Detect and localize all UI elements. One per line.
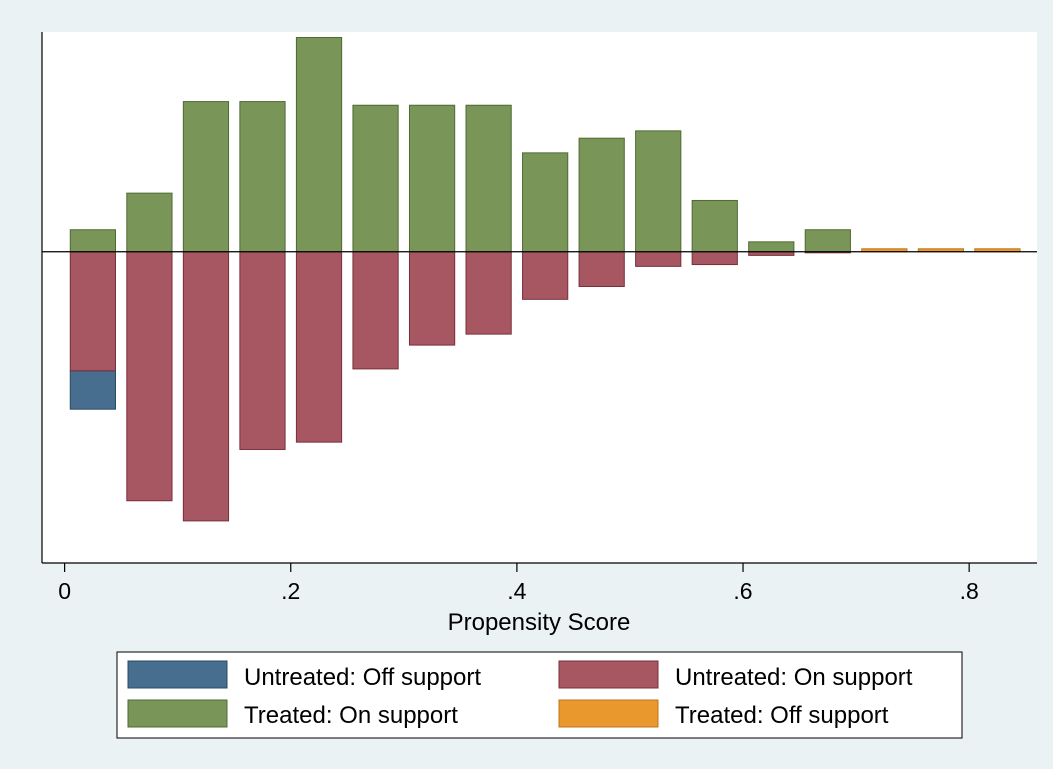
bar-treated-on-support-5 (352, 104, 399, 253)
bar-treated-on-support-8 (522, 152, 569, 253)
bar-untreated-on-support-0 (69, 251, 116, 372)
legend-label-treated-off-support: Treated: Off support (675, 702, 889, 729)
legend-swatch-untreated-off-support (127, 660, 228, 689)
bar-untreated-on-support-2 (182, 251, 230, 522)
bar-treated-on-support-9 (578, 137, 625, 253)
bar-untreated-on-support-4 (295, 251, 343, 443)
bar-untreated-on-support-8 (522, 251, 569, 300)
bar-treated-on-support-12 (748, 241, 795, 253)
bar-treated-on-support-2 (182, 101, 230, 253)
x-tick-label-3: .6 (733, 578, 752, 604)
bar-untreated-on-support-5 (352, 251, 399, 370)
bar-treated-on-support-0 (69, 229, 116, 253)
bar-untreated-on-support-10 (635, 251, 682, 267)
bar-untreated-on-support-3 (239, 251, 286, 450)
legend-label-untreated-off-support: Untreated: Off support (244, 664, 481, 691)
bar-treated-on-support-3 (239, 101, 286, 253)
legend-swatch-treated-on-support (127, 699, 228, 728)
legend-label-treated-on-support: Treated: On support (244, 702, 458, 729)
bar-treated-on-support-4 (295, 36, 343, 253)
bar-untreated-off-support-0 (69, 370, 116, 410)
bar-treated-on-support-6 (408, 104, 456, 253)
x-tick-label-2: .4 (507, 578, 526, 604)
bar-untreated-on-support-1 (126, 251, 173, 502)
legend-swatch-treated-off-support (558, 699, 659, 728)
bar-treated-on-support-7 (465, 104, 512, 253)
x-axis-ticks: 0 .2 .4 .6 .8 (58, 563, 979, 604)
legend-box (116, 651, 963, 739)
bar-treated-on-support-11 (691, 199, 738, 253)
x-tick-label-4: .8 (960, 578, 979, 604)
bar-treated-on-support-10 (635, 130, 682, 253)
legend: Untreated: Off support Untreated: On sup… (116, 651, 963, 739)
x-tick-label-1: .2 (281, 578, 300, 604)
bar-untreated-on-support-9 (578, 251, 625, 288)
bar-untreated-on-support-6 (408, 251, 456, 346)
x-axis-title: Propensity Score (448, 609, 631, 636)
legend-swatch-untreated-on-support (558, 660, 659, 689)
bar-treated-on-support-13 (804, 229, 851, 253)
legend-label-untreated-on-support: Untreated: On support (675, 664, 913, 691)
bar-untreated-on-support-11 (691, 251, 738, 266)
x-tick-label-0: 0 (58, 578, 71, 604)
bar-untreated-on-support-7 (465, 251, 512, 335)
bar-treated-on-support-1 (126, 192, 173, 253)
